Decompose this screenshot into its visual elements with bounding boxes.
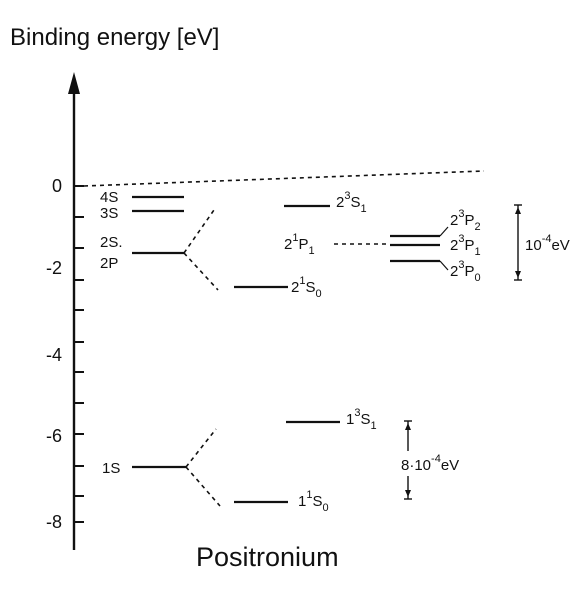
split-line-up-n2 (183, 209, 215, 254)
y-axis-ticks (74, 185, 84, 523)
term-2-3p0: 23P0 (450, 259, 481, 284)
term-2-1s0: 21S0 (291, 275, 322, 300)
leader-3p0 (439, 260, 449, 271)
term-2-1p1: 21P1 (284, 232, 315, 257)
term-1-3s1: 13S1 (346, 407, 377, 432)
term-2-3p1: 23P1 (450, 233, 481, 258)
term-2-3s1: 23S1 (336, 190, 367, 215)
diagram-title: Binding energy [eV] (10, 24, 219, 51)
leader-3p2 (439, 226, 449, 237)
ionization-threshold-line (83, 170, 485, 187)
split-line-up-n1 (185, 428, 217, 468)
split-line-down-n1 (185, 466, 221, 507)
y-axis-arrowhead (68, 72, 80, 94)
scale-bracket-n2 (514, 204, 522, 281)
label-3s: 3S (100, 205, 118, 222)
y-tick-label: -2 (46, 258, 62, 278)
y-tick-label: 0 (52, 176, 62, 196)
scale-label-n1: 8·10-4eV (401, 453, 459, 474)
term-1-1s0: 11S0 (298, 489, 329, 514)
term-2-3p2: 23P2 (450, 208, 481, 233)
scale-bracket-n1 (404, 420, 412, 500)
label-1s: 1S (102, 460, 120, 477)
label-2p: 2P (100, 255, 118, 272)
split-line-down-n2 (183, 252, 219, 291)
scale-label-n2: 10-4eV (525, 233, 570, 254)
y-tick-label: -4 (46, 345, 62, 365)
diagram-caption: Positronium (196, 542, 339, 572)
label-2s: 2S. (100, 234, 123, 251)
y-tick-label: -6 (46, 426, 62, 446)
label-4s: 4S (100, 189, 118, 206)
y-tick-label: -8 (46, 512, 62, 532)
